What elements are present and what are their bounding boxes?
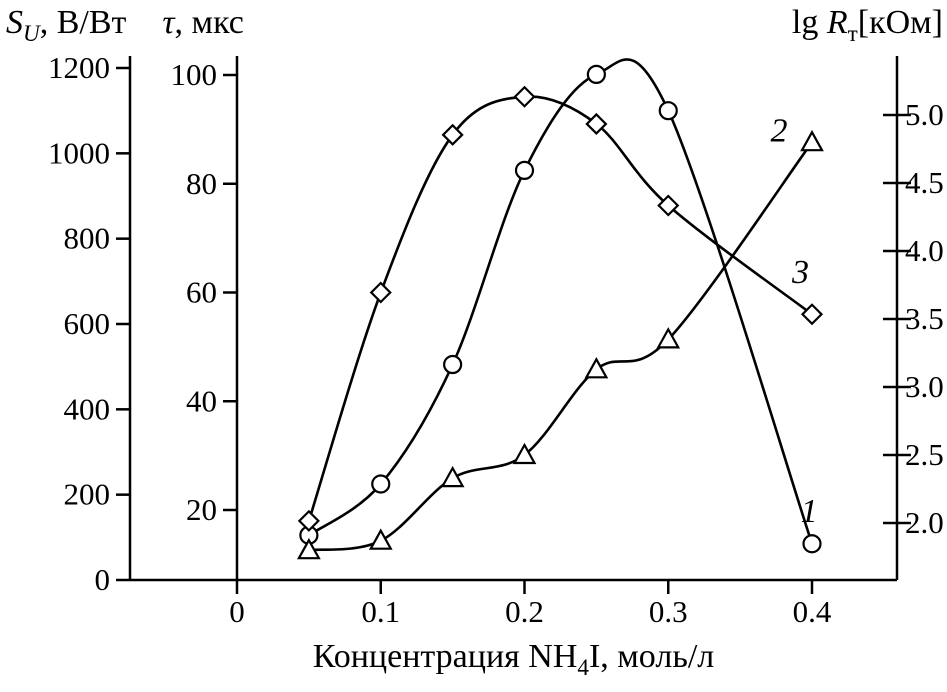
series-3-marker <box>297 509 320 532</box>
series-2-marker <box>584 357 609 379</box>
series-1-marker <box>658 101 678 121</box>
su-axis-label: SU, В/Вт <box>6 4 126 48</box>
lg-axis-tick-label: 3.0 <box>905 369 944 404</box>
lg-axis-tick-label: 5.0 <box>905 97 944 132</box>
curve-label-2: 2 <box>770 112 787 149</box>
tau-axis-tick-label: 20 <box>186 492 217 527</box>
lg-axis-tick-label: 2.5 <box>905 437 944 472</box>
curve-label-1: 1 <box>801 493 818 530</box>
su-axis-tick-label: 400 <box>64 391 111 426</box>
x-axis-tick-label: 0.1 <box>361 594 400 629</box>
series-3-marker <box>800 303 824 326</box>
su-axis-units: , В/Вт <box>39 4 127 41</box>
lg-axis-tick-label: 3.5 <box>905 301 944 336</box>
series-2-marker <box>656 327 681 349</box>
tau-axis-units: , мкс <box>174 4 244 41</box>
r-units: [кОм] <box>857 4 943 41</box>
x-title-post: I, моль/л <box>588 638 715 675</box>
lg-axis-tick-label: 4.5 <box>905 165 944 200</box>
su-axis-tick-label: 200 <box>64 477 111 512</box>
right-axis-title: lg Rт[кОм] <box>792 4 943 48</box>
su-axis-tick-label: 0 <box>95 562 111 597</box>
series-3-marker <box>513 85 536 108</box>
x-axis-tick-label: 0.3 <box>649 594 688 629</box>
x-title-pre: Концентрация NH <box>312 638 578 675</box>
su-axis-symbol: S <box>6 4 23 41</box>
x-axis-tick-label: 0 <box>229 594 245 629</box>
x-axis-tick-label: 0.2 <box>505 594 544 629</box>
tau-axis-tick-label: 80 <box>186 166 217 201</box>
su-axis-subscript: U <box>23 20 40 47</box>
series-2-marker <box>440 465 465 488</box>
tau-axis-symbol: τ <box>162 4 175 41</box>
series-2-marker <box>512 442 537 465</box>
tau-axis-tick-label: 60 <box>186 275 217 310</box>
left-axes-title: SU, В/Вт τ, мкс <box>6 4 244 48</box>
series-2-curve <box>307 140 814 552</box>
series-3-marker <box>369 281 392 304</box>
lg-prefix: lg <box>791 4 827 41</box>
lg-axis-tick-label: 4.0 <box>905 233 944 268</box>
series-1-marker <box>371 474 391 494</box>
series-2-marker <box>368 528 393 550</box>
su-axis-tick-label: 600 <box>64 306 111 341</box>
tau-axis-label: τ, мкс <box>162 4 243 48</box>
series-2-marker <box>297 537 321 560</box>
series-2-marker <box>800 129 824 152</box>
series-3-marker <box>657 194 680 217</box>
x-axis-title: Концентрация NH4I, моль/л <box>130 638 897 682</box>
series-1-marker <box>586 64 606 85</box>
su-axis-tick-label: 800 <box>64 221 111 256</box>
x-title-sub: 4 <box>577 654 589 681</box>
series-1-marker <box>514 160 535 180</box>
series-3-marker <box>585 112 608 135</box>
su-axis-tick-label: 1200 <box>48 50 110 85</box>
series-1-curve <box>307 58 814 545</box>
lg-axis-tick-label: 2.0 <box>905 505 944 540</box>
su-axis-tick-label: 1000 <box>48 135 110 170</box>
series-1-marker <box>443 354 463 375</box>
series-3-marker <box>441 123 464 146</box>
r-subscript: т <box>847 20 858 47</box>
r-symbol: R <box>826 4 848 41</box>
x-axis-tick-label: 0.4 <box>793 594 832 629</box>
tau-axis-tick-label: 40 <box>186 383 217 418</box>
series-3-curve <box>307 95 814 523</box>
tau-axis-tick-label: 100 <box>171 57 218 92</box>
curve-label-3: 3 <box>791 254 809 291</box>
series-1-marker <box>802 534 822 554</box>
